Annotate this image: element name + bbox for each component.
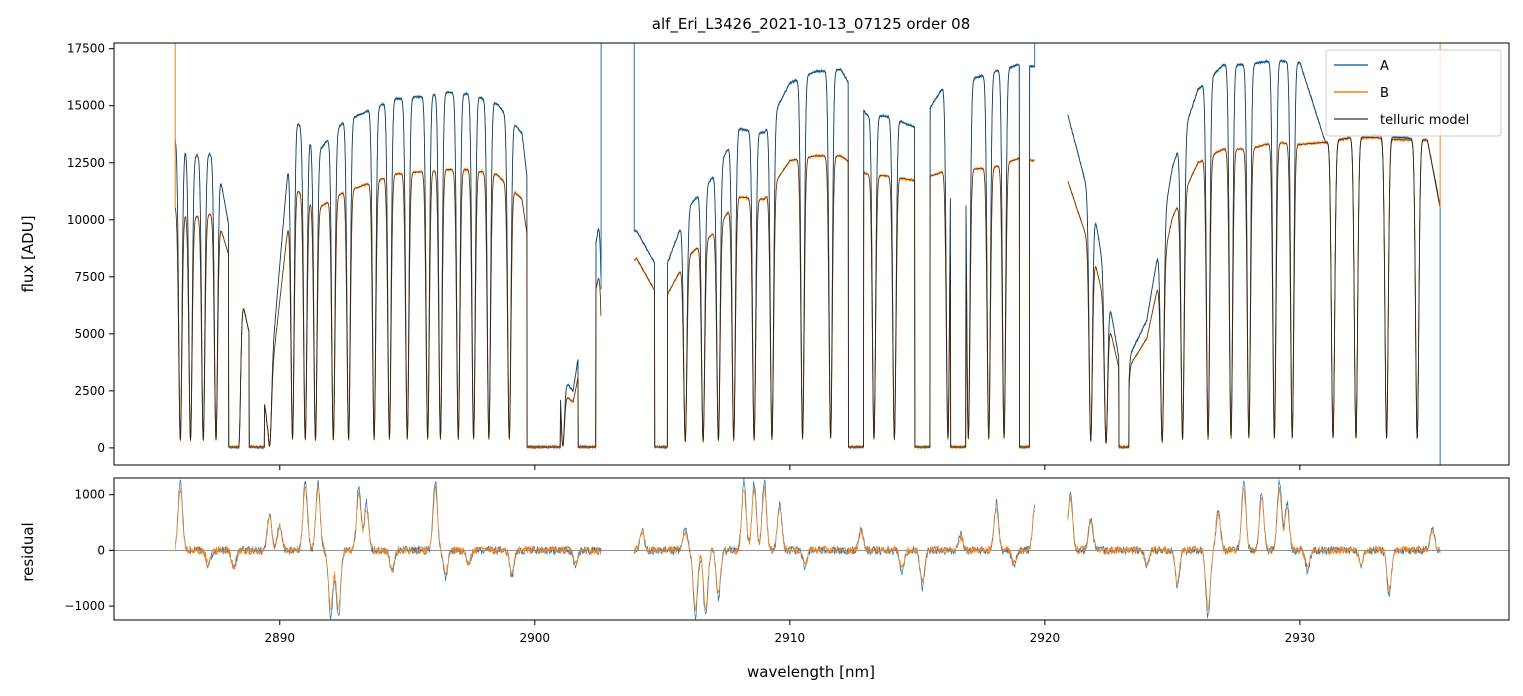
residual-b-line bbox=[633, 484, 1035, 613]
flux-series bbox=[174, 43, 1441, 465]
legend-label-a: A bbox=[1380, 59, 1389, 74]
residual-y-tick-label: −1000 bbox=[64, 599, 105, 613]
flux-y-tick-label: 0 bbox=[97, 441, 105, 455]
flux-y-ticks: 0 2500 5000 7500 10000 12500 15000 17500 bbox=[67, 42, 114, 455]
flux-y-tick-label: 12500 bbox=[67, 156, 105, 170]
residual-b-line bbox=[1067, 486, 1441, 612]
residual-y-axis-label: residual bbox=[19, 522, 37, 581]
residual-x-ticks: 2890 2900 2910 2920 2930 bbox=[264, 620, 1315, 645]
residual-panel-frame bbox=[113, 477, 1510, 621]
x-axis-label: wavelength [nm] bbox=[747, 663, 875, 681]
legend-label-b: B bbox=[1380, 86, 1389, 101]
flux-y-tick-label: 10000 bbox=[67, 213, 105, 227]
residual-x-tick-label: 2920 bbox=[1030, 631, 1061, 645]
flux-y-tick-label: 2500 bbox=[74, 384, 105, 398]
flux-x-ticks bbox=[279, 465, 1301, 470]
residual-panel: −1000 0 1000 2890 2900 2910 2920 2930 residual… bbox=[19, 477, 1510, 681]
flux-y-tick-label: 7500 bbox=[74, 270, 105, 284]
residual-x-tick-label: 2900 bbox=[520, 631, 551, 645]
flux-y-axis-label: flux [ADU] bbox=[19, 215, 37, 292]
flux-panel: 0 2500 5000 7500 10000 12500 15000 17500 flux [… bbox=[19, 42, 1510, 470]
legend-label-telluric: telluric model bbox=[1380, 113, 1469, 128]
legend: A B telluric model bbox=[1325, 49, 1502, 137]
residual-y-tick-label: 1000 bbox=[74, 488, 105, 502]
residual-a-line bbox=[174, 479, 602, 620]
residual-x-tick-label: 2930 bbox=[1285, 631, 1316, 645]
legend-box bbox=[1325, 49, 1502, 137]
flux-y-tick-label: 15000 bbox=[67, 99, 105, 113]
chart-title: alf_Eri_L3426_2021-10-13_07125 order 08 bbox=[652, 15, 971, 34]
flux-panel-frame bbox=[113, 42, 1510, 466]
telluric-model-b-line bbox=[174, 137, 1441, 448]
residual-x-tick-label: 2910 bbox=[775, 631, 806, 645]
residual-y-ticks: −1000 0 1000 bbox=[64, 488, 114, 613]
series-a-line bbox=[174, 59, 1441, 450]
residual-series bbox=[174, 478, 1441, 620]
flux-y-tick-label: 17500 bbox=[67, 42, 105, 56]
residual-x-tick-label: 2890 bbox=[264, 631, 295, 645]
flux-y-tick-label: 5000 bbox=[74, 327, 105, 341]
residual-y-tick-label: 0 bbox=[97, 543, 105, 557]
residual-b-line bbox=[174, 484, 602, 611]
